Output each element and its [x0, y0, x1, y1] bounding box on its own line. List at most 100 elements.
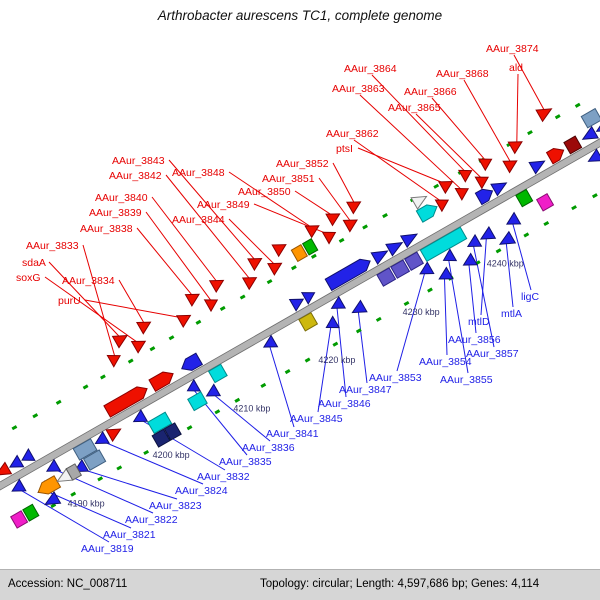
gene-label-AAur_3833[interactable]: AAur_3833 [26, 240, 79, 252]
gene-label-AAur_3853[interactable]: AAur_3853 [369, 372, 422, 384]
gene-glyph-mtlD[interactable] [478, 226, 497, 245]
gene-glyph-AAur_3874[interactable] [535, 103, 555, 123]
gene-glyph-purU[interactable] [175, 310, 194, 328]
gene-label-AAur_3848[interactable]: AAur_3848 [172, 167, 225, 179]
gene-glyph-AAur_3850[interactable] [325, 208, 343, 227]
gene-label-AAur_3819[interactable]: AAur_3819 [81, 543, 134, 555]
gene-glyph[interactable] [399, 228, 420, 249]
gene-glyph-AAur_3854[interactable] [436, 266, 454, 284]
gene-glyph[interactable] [72, 438, 98, 461]
gene-glyph[interactable] [419, 226, 468, 263]
gene-glyph-AAur_3865[interactable] [474, 172, 491, 190]
gene-glyph-AAur_3834[interactable] [135, 316, 154, 335]
gene-glyph[interactable] [301, 238, 319, 256]
gene-label-AAur_3843[interactable]: AAur_3843 [112, 155, 165, 167]
gene-label-AAur_3845[interactable]: AAur_3845 [290, 413, 343, 425]
gene-glyph[interactable] [410, 191, 430, 210]
gene-glyph[interactable] [82, 449, 107, 471]
gene-glyph[interactable] [324, 255, 373, 292]
gene-glyph-AAur_3863[interactable] [454, 183, 471, 201]
gene-glyph[interactable] [19, 448, 36, 466]
gene-label-soxG[interactable]: soxG [16, 272, 41, 284]
gene-glyph-AAur_3853[interactable] [417, 261, 435, 279]
gene-glyph[interactable] [147, 411, 173, 435]
gene-glyph-sdaA[interactable] [111, 330, 131, 349]
gene-glyph[interactable] [148, 368, 176, 392]
gene-label-ald[interactable]: ald [509, 62, 523, 74]
gene-label-AAur_3857[interactable]: AAur_3857 [466, 348, 519, 360]
gene-glyph-AAur_3848[interactable] [304, 220, 322, 239]
gene-glyph-AAur_3840[interactable] [208, 275, 227, 293]
gene-label-AAur_3842[interactable]: AAur_3842 [109, 170, 162, 182]
gene-glyph-AAur_3839[interactable] [203, 294, 221, 313]
gene-label-AAur_3824[interactable]: AAur_3824 [175, 485, 228, 497]
gene-glyph-AAur_3836[interactable] [203, 383, 222, 401]
gene-glyph-ptsI[interactable] [438, 176, 456, 195]
gene-glyph[interactable] [0, 461, 13, 480]
gene-label-AAur_3823[interactable]: AAur_3823 [149, 500, 202, 512]
gene-label-AAur_3835[interactable]: AAur_3835 [219, 456, 272, 468]
gene-glyph-mtlA[interactable] [497, 230, 517, 250]
gene-glyph-AAur_3844[interactable] [267, 258, 285, 276]
gene-glyph-AAur_3851[interactable] [342, 214, 360, 233]
gene-glyph[interactable] [563, 135, 583, 155]
gene-glyph[interactable] [42, 490, 62, 510]
gene-glyph[interactable] [288, 294, 307, 312]
gene-glyph[interactable] [10, 510, 29, 529]
gene-glyph[interactable] [7, 454, 25, 472]
gene-label-AAur_3874[interactable]: AAur_3874 [486, 43, 539, 55]
gene-label-AAur_3836[interactable]: AAur_3836 [242, 442, 295, 454]
gene-glyph-AAur_3832[interactable] [130, 409, 149, 427]
gene-glyph[interactable] [580, 125, 599, 145]
gene-glyph[interactable] [207, 363, 228, 384]
gene-label-AAur_3863[interactable]: AAur_3863 [332, 83, 385, 95]
gene-glyph[interactable] [103, 383, 150, 418]
gene-glyph[interactable] [370, 245, 390, 266]
gene-glyph[interactable] [65, 463, 83, 481]
gene-glyph-AAur_3856[interactable] [460, 252, 479, 271]
gene-label-AAur_3821[interactable]: AAur_3821 [103, 529, 156, 541]
gene-label-AAur_3840[interactable]: AAur_3840 [95, 192, 148, 204]
gene-label-sdaA[interactable]: sdaA [22, 257, 46, 269]
gene-glyph[interactable] [151, 428, 171, 448]
gene-glyph[interactable] [105, 423, 124, 443]
gene-glyph[interactable] [390, 259, 411, 279]
gene-glyph[interactable] [163, 422, 182, 441]
gene-glyph[interactable] [22, 503, 40, 522]
gene-label-AAur_3839[interactable]: AAur_3839 [89, 207, 142, 219]
gene-label-AAur_3862[interactable]: AAur_3862 [326, 128, 379, 140]
gene-glyph-AAur_3849[interactable] [321, 227, 339, 245]
gene-glyph-AAur_3835[interactable] [184, 378, 202, 397]
gene-label-AAur_3856[interactable]: AAur_3856 [448, 334, 501, 346]
gene-glyph-AAur_3842[interactable] [241, 272, 260, 291]
gene-glyph-AAur_3838[interactable] [184, 289, 202, 307]
gene-glyph-AAur_3845[interactable] [323, 315, 341, 333]
gene-glyph-AAur_3855[interactable] [440, 248, 458, 266]
gene-label-ligC[interactable]: ligC [521, 291, 540, 303]
gene-glyph-ligC[interactable] [504, 211, 522, 230]
gene-label-AAur_3841[interactable]: AAur_3841 [266, 428, 319, 440]
gene-glyph[interactable] [535, 193, 555, 212]
gene-glyph-AAur_3843[interactable] [247, 253, 265, 272]
gene-glyph-AAur_3833[interactable] [106, 350, 123, 368]
gene-glyph-AAur_3822[interactable] [44, 458, 62, 477]
gene-glyph[interactable] [298, 311, 319, 332]
gene-glyph[interactable] [490, 177, 510, 197]
gene-glyph-AAur_3841[interactable] [261, 334, 279, 353]
gene-glyph[interactable] [515, 188, 534, 208]
gene-label-AAur_3846[interactable]: AAur_3846 [318, 398, 371, 410]
gene-glyph[interactable] [290, 244, 309, 263]
gene-label-AAur_3850[interactable]: AAur_3850 [238, 186, 291, 198]
gene-label-mtlA[interactable]: mtlA [501, 308, 522, 320]
gene-glyph[interactable] [271, 239, 289, 258]
gene-label-AAur_3822[interactable]: AAur_3822 [125, 514, 178, 526]
gene-glyph-AAur_3847[interactable] [349, 299, 368, 318]
gene-glyph[interactable] [415, 201, 440, 223]
gene-glyph[interactable] [385, 237, 405, 257]
gene-label-AAur_3834[interactable]: AAur_3834 [62, 275, 115, 287]
gene-glyph[interactable] [545, 145, 567, 165]
gene-label-AAur_3832[interactable]: AAur_3832 [197, 471, 250, 483]
gene-glyph-ald[interactable] [507, 136, 525, 155]
gene-label-AAur_3849[interactable]: AAur_3849 [197, 199, 250, 211]
gene-label-purU[interactable]: purU [58, 295, 81, 307]
